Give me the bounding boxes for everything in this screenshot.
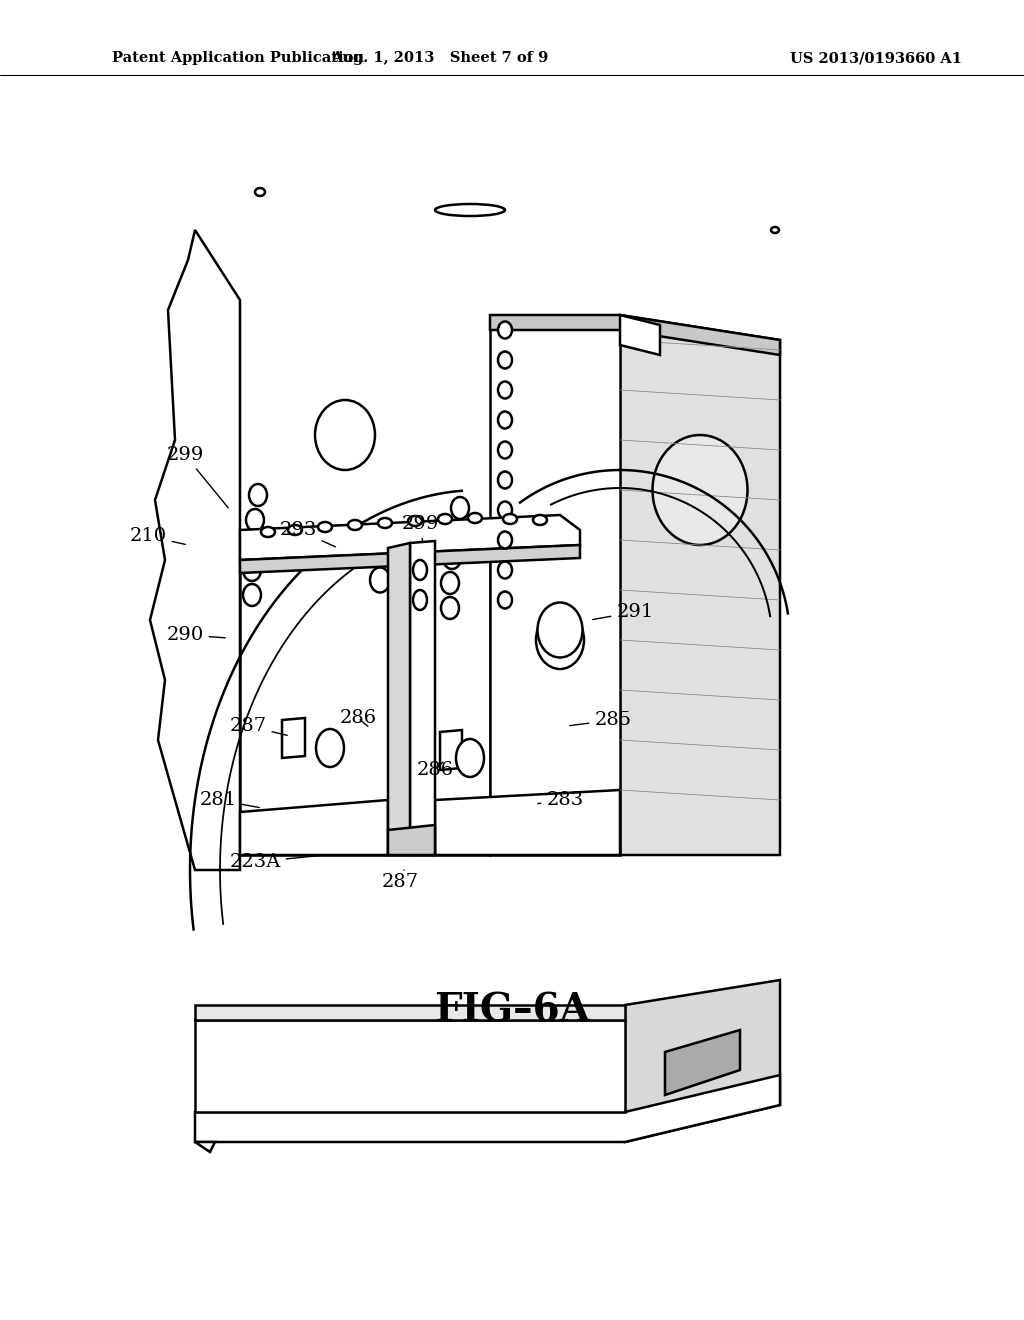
Text: Aug. 1, 2013   Sheet 7 of 9: Aug. 1, 2013 Sheet 7 of 9	[332, 51, 549, 65]
Ellipse shape	[243, 558, 261, 581]
Polygon shape	[665, 1030, 740, 1096]
Polygon shape	[410, 541, 435, 855]
Ellipse shape	[498, 441, 512, 458]
Polygon shape	[195, 1020, 625, 1111]
Polygon shape	[195, 1142, 215, 1152]
Text: 299: 299	[401, 515, 438, 541]
Ellipse shape	[498, 532, 512, 549]
Ellipse shape	[498, 502, 512, 519]
Ellipse shape	[288, 525, 302, 535]
Polygon shape	[440, 730, 462, 770]
Ellipse shape	[413, 560, 427, 579]
Text: 223A: 223A	[229, 853, 323, 871]
Ellipse shape	[438, 513, 452, 524]
Text: 285: 285	[569, 711, 632, 729]
Ellipse shape	[244, 535, 262, 556]
Polygon shape	[625, 979, 780, 1142]
Ellipse shape	[441, 572, 459, 594]
Polygon shape	[240, 545, 580, 573]
Polygon shape	[150, 230, 240, 870]
Text: Patent Application Publication: Patent Application Publication	[112, 51, 364, 65]
Ellipse shape	[534, 515, 547, 525]
Ellipse shape	[538, 602, 583, 657]
Text: 293: 293	[280, 521, 336, 546]
Ellipse shape	[243, 583, 261, 606]
Ellipse shape	[315, 400, 375, 470]
Ellipse shape	[468, 513, 482, 523]
Polygon shape	[490, 315, 620, 855]
Ellipse shape	[408, 516, 422, 525]
Ellipse shape	[378, 517, 392, 528]
Ellipse shape	[348, 520, 362, 531]
Ellipse shape	[652, 436, 748, 545]
Text: FIG–6A: FIG–6A	[434, 991, 590, 1030]
Ellipse shape	[771, 227, 779, 234]
Polygon shape	[240, 800, 388, 855]
Text: 287: 287	[229, 717, 288, 735]
Ellipse shape	[370, 568, 390, 593]
Text: 281: 281	[200, 791, 259, 809]
Ellipse shape	[456, 739, 484, 777]
Ellipse shape	[498, 351, 512, 368]
Text: 210: 210	[129, 527, 185, 545]
Polygon shape	[490, 315, 780, 355]
Ellipse shape	[249, 484, 267, 506]
Polygon shape	[240, 540, 490, 855]
Ellipse shape	[498, 471, 512, 488]
Text: 299: 299	[166, 446, 228, 508]
Ellipse shape	[498, 591, 512, 609]
Text: 286: 286	[417, 762, 454, 779]
Ellipse shape	[443, 546, 461, 569]
Polygon shape	[195, 1074, 780, 1142]
Ellipse shape	[413, 590, 427, 610]
Ellipse shape	[402, 583, 414, 597]
Polygon shape	[388, 825, 435, 855]
Ellipse shape	[435, 205, 505, 216]
Ellipse shape	[261, 527, 275, 537]
Polygon shape	[388, 543, 410, 855]
Text: 291: 291	[593, 603, 653, 620]
Ellipse shape	[498, 322, 512, 338]
Ellipse shape	[536, 611, 584, 669]
Ellipse shape	[498, 412, 512, 429]
Ellipse shape	[441, 597, 459, 619]
Text: 290: 290	[166, 626, 225, 644]
Ellipse shape	[451, 498, 469, 519]
Polygon shape	[620, 315, 660, 355]
Text: 283: 283	[538, 791, 584, 809]
Polygon shape	[435, 789, 620, 855]
Ellipse shape	[255, 187, 265, 195]
Ellipse shape	[498, 561, 512, 578]
Text: 287: 287	[381, 870, 419, 891]
Ellipse shape	[503, 513, 517, 524]
Polygon shape	[620, 315, 780, 855]
Ellipse shape	[318, 521, 332, 532]
Ellipse shape	[316, 729, 344, 767]
Ellipse shape	[446, 521, 464, 544]
Polygon shape	[240, 515, 580, 560]
Polygon shape	[282, 718, 305, 758]
Ellipse shape	[498, 381, 512, 399]
Ellipse shape	[246, 510, 264, 531]
Text: US 2013/0193660 A1: US 2013/0193660 A1	[790, 51, 962, 65]
Text: 286: 286	[339, 709, 377, 727]
Polygon shape	[195, 1005, 625, 1020]
